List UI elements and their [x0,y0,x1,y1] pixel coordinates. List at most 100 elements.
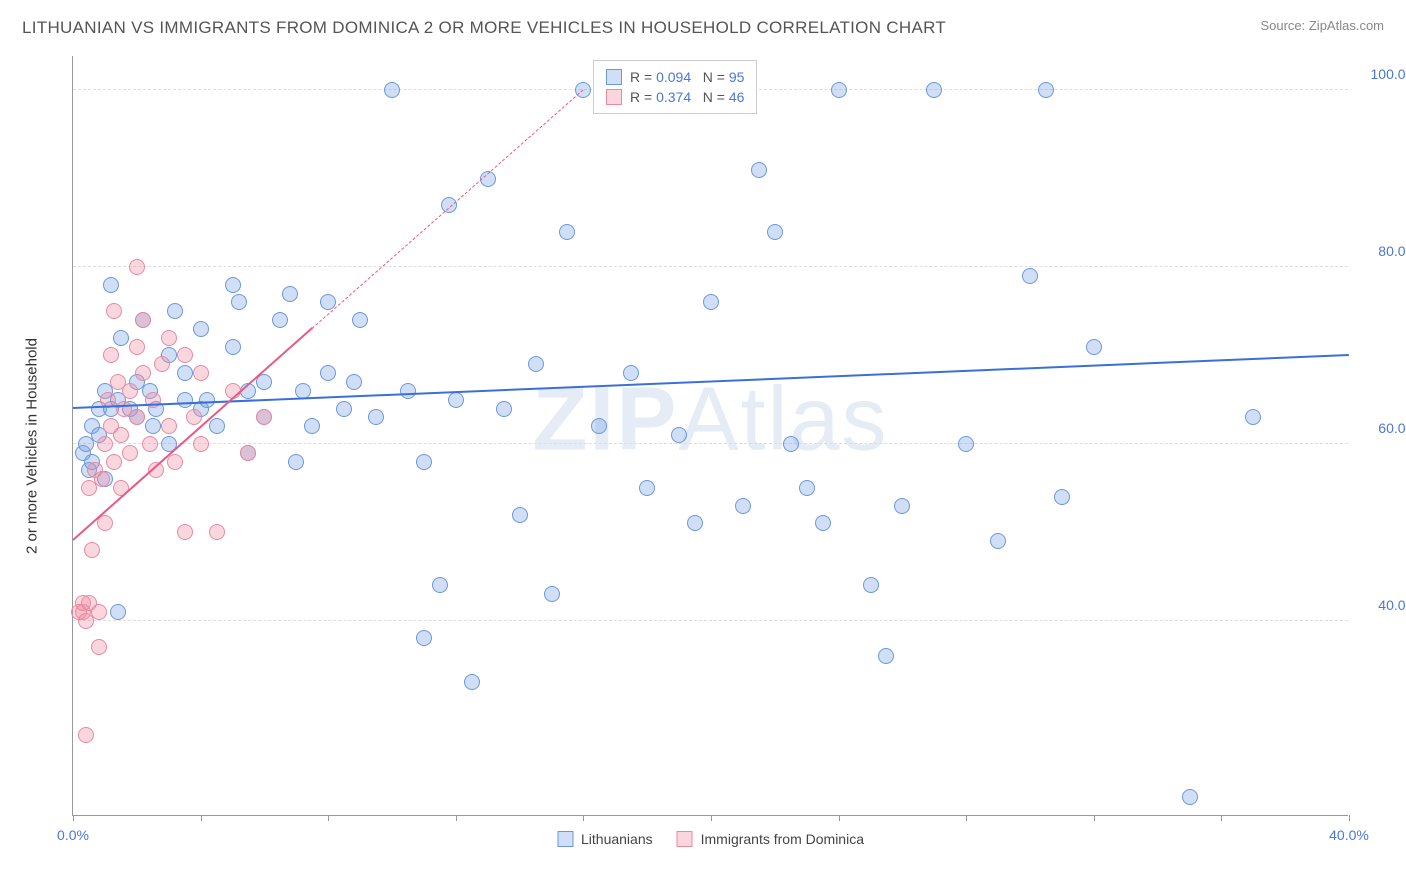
stats-legend: R = 0.094 N = 95 R = 0.374 N = 46 [593,60,757,114]
source-attribution: Source: ZipAtlas.com [1260,18,1384,33]
scatter-point [671,427,687,443]
y-tick-label: 60.0% [1358,420,1406,436]
watermark-light: Atlas [678,370,888,470]
x-tick-mark [966,815,967,821]
scatter-point [575,82,591,98]
scatter-point [496,401,512,417]
scatter-point [512,507,528,523]
gridline-h [73,443,1348,444]
series-legend-label: Lithuanians [581,831,653,847]
scatter-point [106,454,122,470]
scatter-point [703,294,719,310]
y-tick-label: 80.0% [1358,243,1406,259]
x-tick-label: 0.0% [57,827,89,843]
scatter-point [161,418,177,434]
scatter-point [145,418,161,434]
stats-legend-text: R = 0.374 N = 46 [630,89,744,105]
legend-swatch [677,831,693,847]
scatter-point [122,383,138,399]
scatter-point [288,454,304,470]
series-legend-label: Immigrants from Dominica [701,831,864,847]
stats-legend-text: R = 0.094 N = 95 [630,69,744,85]
watermark: ZIPAtlas [532,369,888,472]
scatter-point [129,259,145,275]
scatter-point [591,418,607,434]
scatter-point [91,604,107,620]
scatter-point [193,365,209,381]
scatter-point [97,436,113,452]
scatter-point [926,82,942,98]
scatter-point [154,356,170,372]
scatter-point [209,418,225,434]
x-tick-mark [711,815,712,821]
y-tick-label: 100.0% [1358,66,1406,82]
scatter-point [400,383,416,399]
scatter-point [113,427,129,443]
scatter-point [958,436,974,452]
scatter-point [831,82,847,98]
x-tick-mark [1221,815,1222,821]
scatter-point [225,277,241,293]
stats-legend-row: R = 0.094 N = 95 [606,67,744,87]
scatter-point [544,586,560,602]
scatter-point [448,392,464,408]
scatter-point [416,630,432,646]
scatter-point [106,303,122,319]
scatter-point [177,392,193,408]
scatter-point [129,409,145,425]
scatter-point [1054,489,1070,505]
scatter-point [103,347,119,363]
scatter-point [193,321,209,337]
scatter-point [432,577,448,593]
scatter-point [878,648,894,664]
x-tick-label: 40.0% [1329,827,1369,843]
scatter-point [186,409,202,425]
scatter-point [336,401,352,417]
scatter-point [639,480,655,496]
scatter-point [135,312,151,328]
scatter-point [113,330,129,346]
scatter-point [368,409,384,425]
x-tick-mark [328,815,329,821]
scatter-point [799,480,815,496]
scatter-point [94,471,110,487]
scatter-point [142,436,158,452]
y-tick-label: 40.0% [1358,597,1406,613]
scatter-point [167,303,183,319]
scatter-point [282,286,298,302]
chart-title: LITHUANIAN VS IMMIGRANTS FROM DOMINICA 2… [22,18,946,38]
scatter-point [623,365,639,381]
x-tick-mark [73,815,74,821]
y-axis-label: 2 or more Vehicles in Household [24,338,41,554]
scatter-point [783,436,799,452]
scatter-point [122,445,138,461]
scatter-point [894,498,910,514]
x-tick-mark [1094,815,1095,821]
legend-swatch [557,831,573,847]
scatter-point [167,454,183,470]
scatter-point [304,418,320,434]
scatter-point [320,365,336,381]
scatter-point [110,604,126,620]
scatter-point [815,515,831,531]
scatter-point [231,294,247,310]
x-tick-mark [583,815,584,821]
scatter-point [225,339,241,355]
scatter-point [177,524,193,540]
x-tick-mark [456,815,457,821]
scatter-point [416,454,432,470]
scatter-point [129,339,145,355]
scatter-point [1086,339,1102,355]
chart-container: 2 or more Vehicles in Household ZIPAtlas… [52,56,1348,836]
series-legend-item: Lithuanians [557,831,653,847]
scatter-point [346,374,362,390]
series-legend-item: Immigrants from Dominica [677,831,864,847]
x-tick-mark [839,815,840,821]
scatter-point [863,577,879,593]
scatter-point [240,445,256,461]
scatter-point [1245,409,1261,425]
scatter-point [559,224,575,240]
scatter-point [1182,789,1198,805]
scatter-point [177,347,193,363]
stats-legend-row: R = 0.374 N = 46 [606,87,744,107]
